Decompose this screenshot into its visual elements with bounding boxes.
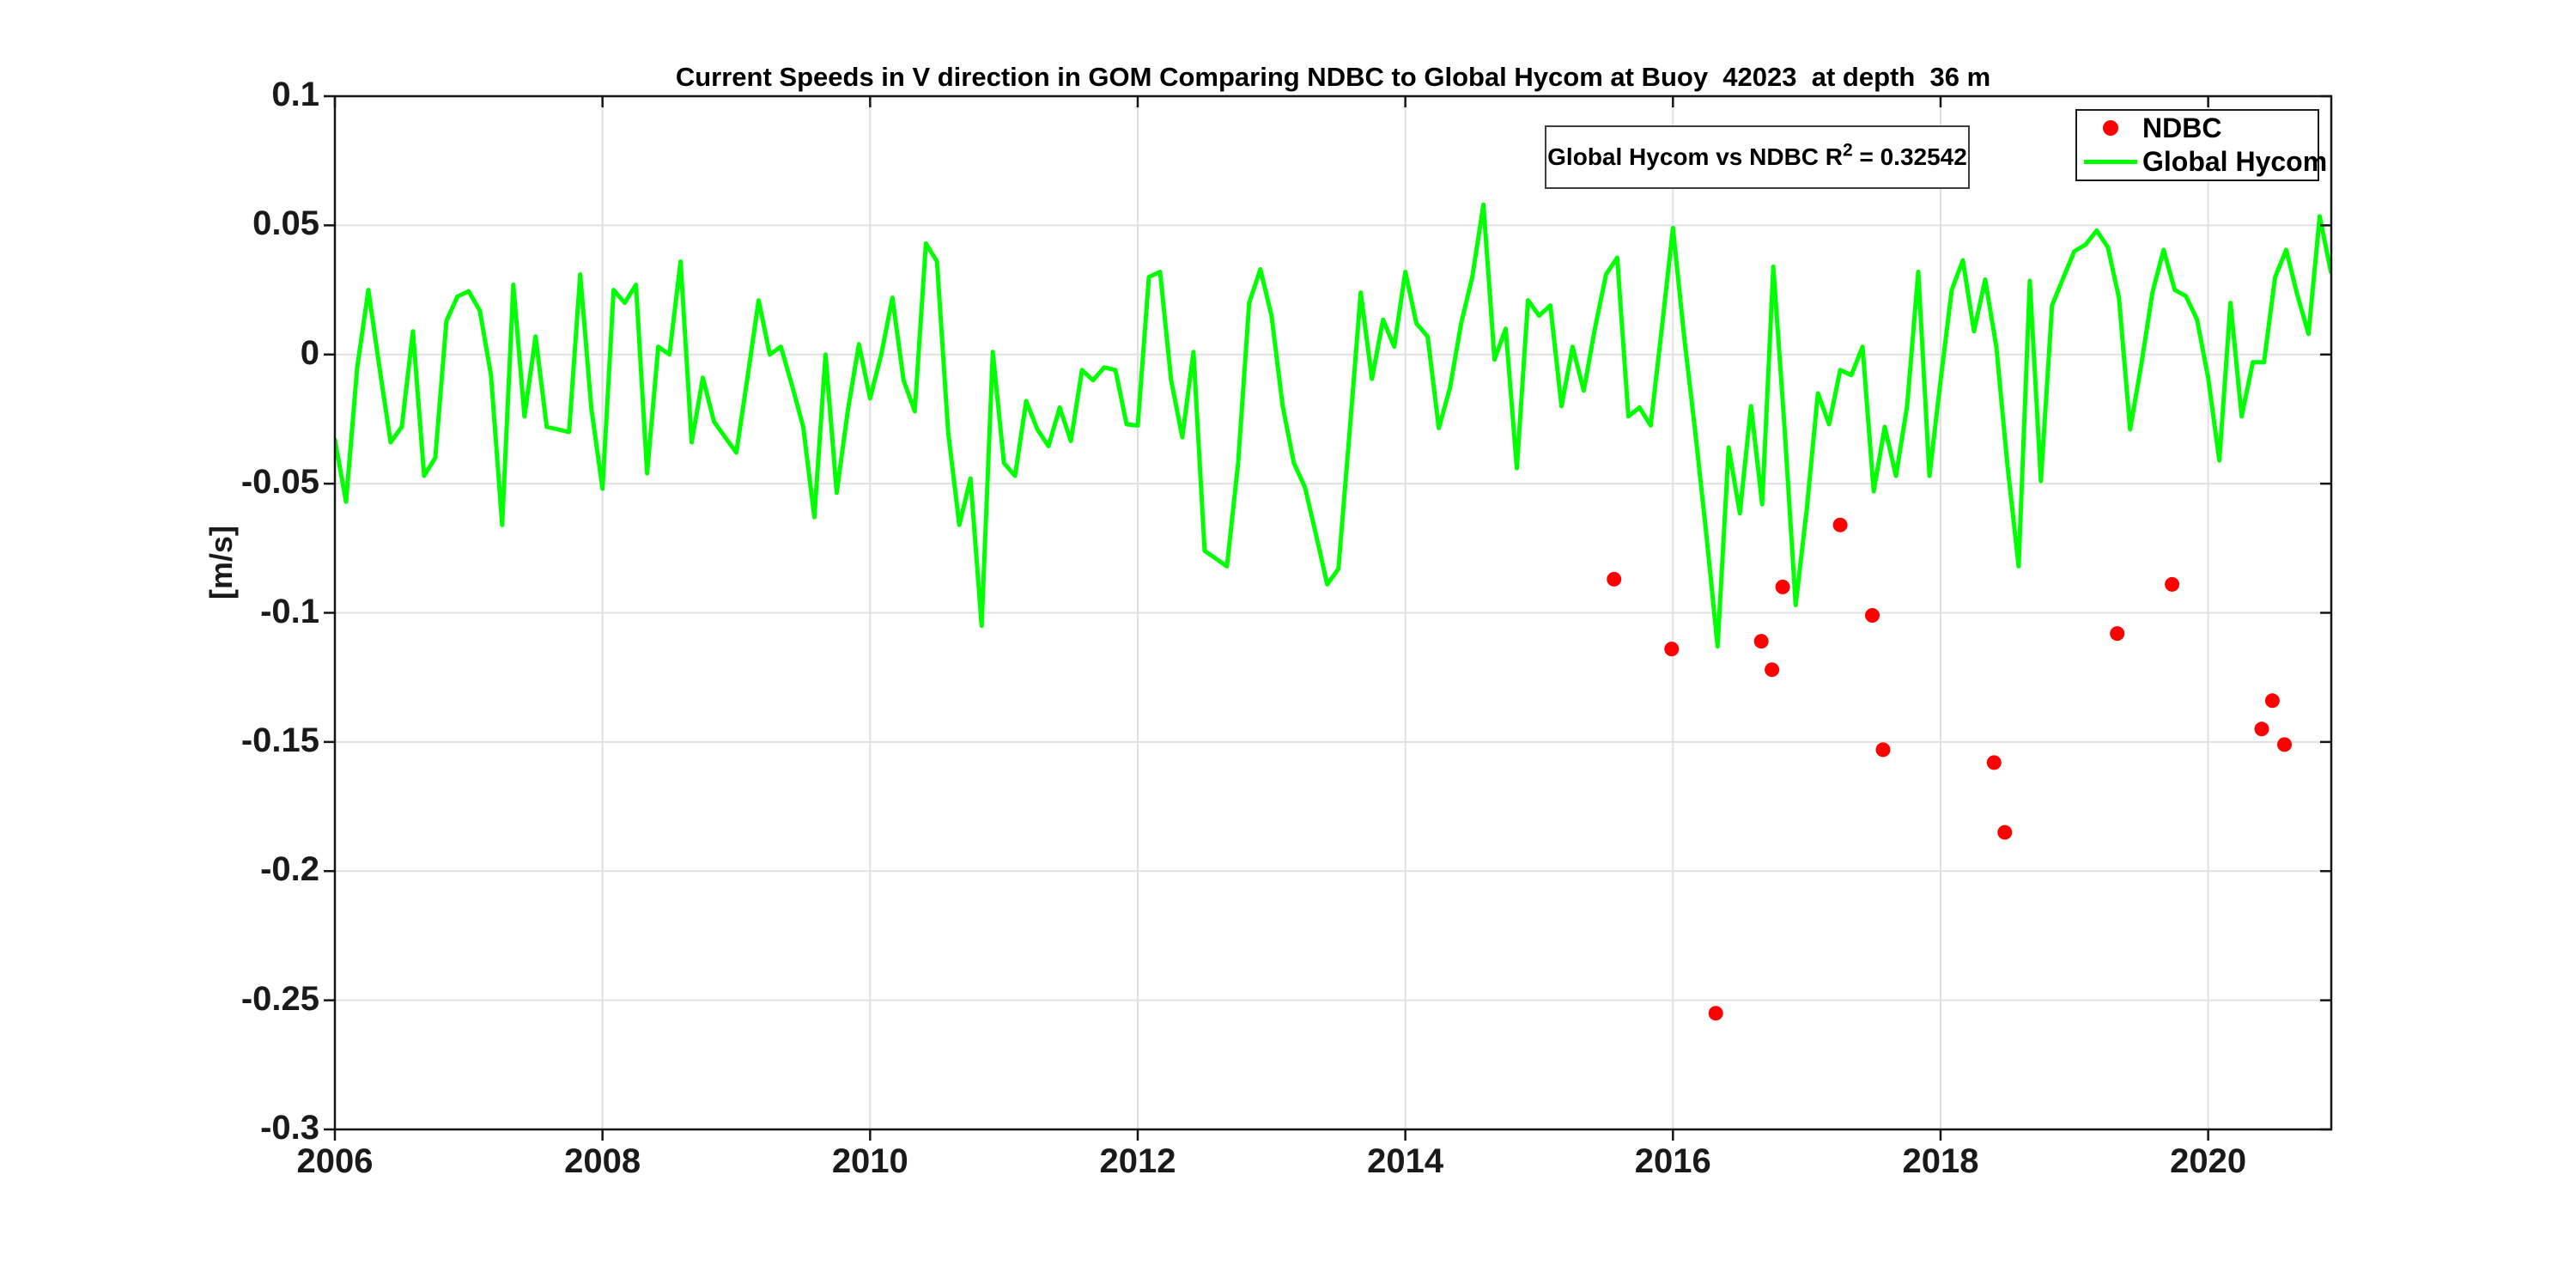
legend-label-hycom: Global Hycom	[2142, 146, 2328, 178]
y-tick-label: -0.05	[240, 463, 319, 502]
y-tick-label: -0.3	[260, 1109, 319, 1147]
hycom-line-icon	[2084, 160, 2137, 165]
ndbc-point	[2165, 576, 2180, 592]
ndbc-point	[1997, 825, 2013, 840]
y-tick-label: -0.2	[260, 850, 319, 889]
y-tick-label: -0.25	[240, 979, 319, 1018]
ndbc-marker-icon	[2084, 120, 2137, 137]
ndbc-point	[1765, 662, 1780, 678]
legend-item-hycom: Global Hycom	[2077, 146, 2327, 179]
chart-title: Current Speeds in V direction in GOM Com…	[675, 62, 1991, 92]
y-tick-label: -0.15	[240, 721, 319, 759]
ndbc-point	[2110, 626, 2125, 642]
y-tick-label: -0.1	[260, 592, 319, 630]
ndbc-point	[2264, 693, 2280, 709]
ndbc-point	[1607, 571, 1622, 587]
legend: NDBC Global Hycom	[2075, 109, 2327, 181]
ndbc-point	[1708, 1006, 1723, 1021]
y-tick-label: 0.1	[271, 76, 319, 113]
ndbc-point	[1875, 742, 1891, 758]
hycom-line-series	[335, 202, 2331, 649]
x-tick-label: 2012	[1099, 1142, 1176, 1180]
ndbc-point	[1775, 579, 1790, 594]
x-tick-label: 2020	[2170, 1142, 2247, 1180]
ndbc-point	[1986, 755, 2002, 770]
ndbc-point	[1664, 642, 1680, 657]
x-tick-label: 2018	[1902, 1142, 1979, 1180]
annotation-text: Global Hycom vs NDBC R2 = 0.32542	[1547, 140, 1967, 170]
ndbc-point	[2277, 737, 2292, 752]
y-tick-label: 0.05	[252, 204, 319, 243]
r-squared-annotation: Global Hycom vs NDBC R2 = 0.32542	[1545, 125, 1970, 189]
ndbc-point	[1753, 634, 1769, 649]
ndbc-point	[2254, 721, 2269, 737]
x-tick-label: 2010	[831, 1142, 908, 1180]
x-tick-label: 2008	[564, 1142, 641, 1180]
ndbc-point	[1832, 517, 1848, 533]
y-tick-label: 0	[300, 333, 319, 372]
legend-item-ndbc: NDBC	[2077, 112, 2318, 144]
x-tick-label: 2006	[296, 1142, 374, 1180]
ndbc-point	[1865, 608, 1880, 623]
x-tick-label: 2016	[1634, 1142, 1711, 1180]
legend-label-ndbc: NDBC	[2142, 112, 2222, 143]
x-tick-label: 2014	[1367, 1142, 1444, 1180]
